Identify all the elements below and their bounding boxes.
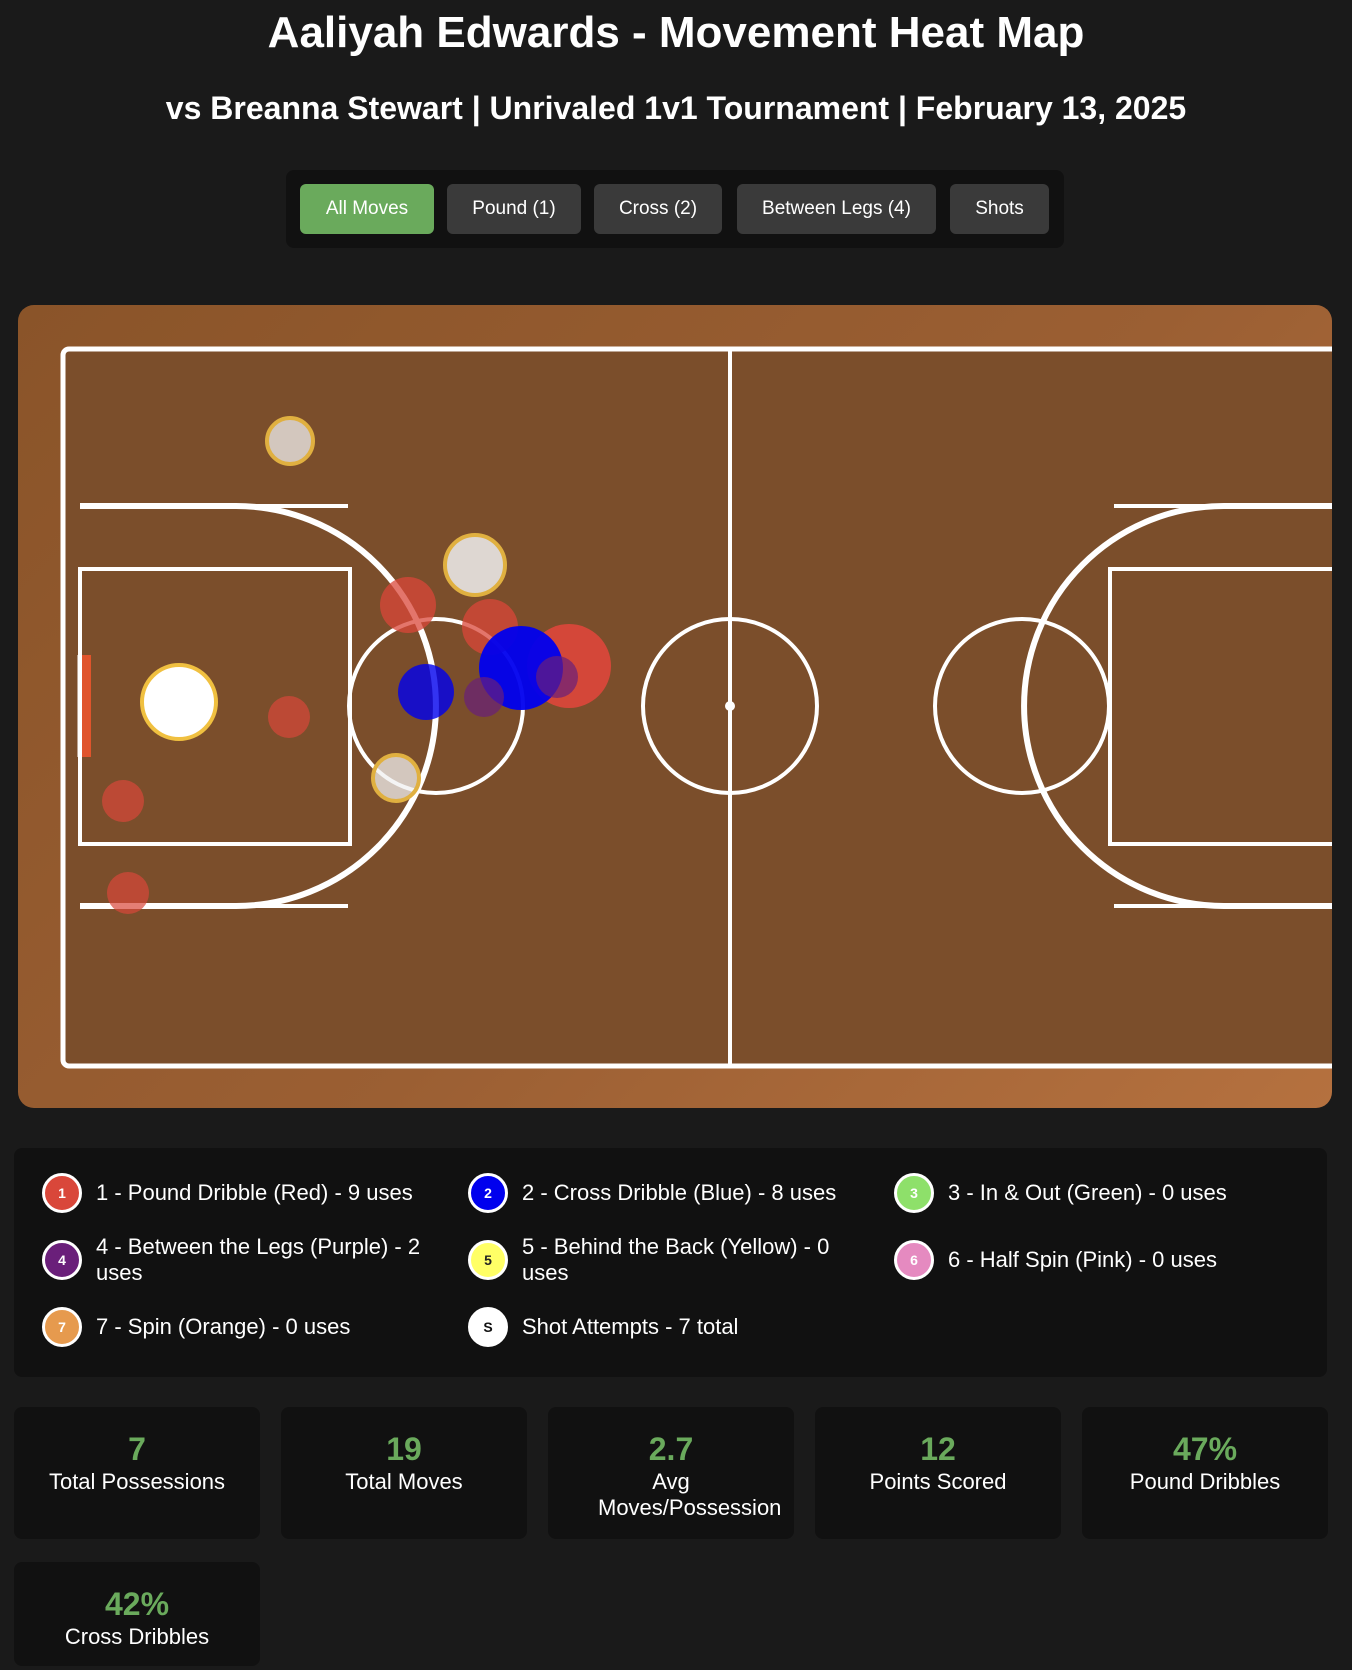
legend-label: 7 - Spin (Orange) - 0 uses <box>96 1314 351 1339</box>
pound-dribble-marker[interactable] <box>268 696 310 738</box>
between-legs-swatch-icon: 4 <box>42 1240 82 1280</box>
legend: 1 1 - Pound Dribble (Red) - 9 uses 2 2 -… <box>14 1148 1327 1377</box>
pound-swatch-icon: 1 <box>42 1173 82 1213</box>
filter-pound-button[interactable]: Pound (1) <box>447 184 581 234</box>
stat-label: Total Possessions <box>48 1469 226 1494</box>
legend-item-behind-back: 5 5 - Behind the Back (Yellow) - 0 uses <box>440 1234 840 1285</box>
half-spin-swatch-icon: 6 <box>894 1240 934 1280</box>
legend-item-half-spin: 6 6 - Half Spin (Pink) - 0 uses <box>866 1235 1266 1285</box>
stat-label: Cross Dribbles <box>64 1624 210 1649</box>
between-legs-marker[interactable] <box>536 656 578 698</box>
stat-total-possessions: 7 Total Possessions <box>14 1407 260 1539</box>
legend-item-in-out: 3 3 - In & Out (Green) - 0 uses <box>866 1168 1266 1218</box>
stat-label: Pound Dribbles <box>1129 1469 1281 1494</box>
stat-value: 7 <box>128 1431 146 1467</box>
stat-avg-moves: 2.7 Avg Moves/Possession <box>548 1407 794 1539</box>
spin-swatch-icon: 7 <box>42 1307 82 1347</box>
legend-label: 4 - Between the Legs (Purple) - 2 uses <box>96 1234 421 1285</box>
stat-pound-dribbles: 47% Pound Dribbles <box>1082 1407 1328 1539</box>
shot-attempt-marker[interactable] <box>371 753 421 803</box>
center-dot <box>725 701 735 711</box>
cross-swatch-icon: 2 <box>468 1173 508 1213</box>
filter-shots-button[interactable]: Shots <box>950 184 1049 234</box>
legend-label: 2 - Cross Dribble (Blue) - 8 uses <box>522 1180 837 1205</box>
legend-label: Shot Attempts - 7 total <box>522 1314 739 1339</box>
stat-label: Avg Moves/Possession <box>598 1469 782 1520</box>
legend-item-between-legs: 4 4 - Between the Legs (Purple) - 2 uses <box>14 1234 420 1285</box>
pound-dribble-marker[interactable] <box>380 577 436 633</box>
shot-swatch-icon: S <box>468 1307 508 1347</box>
stat-value: 47% <box>1172 1431 1238 1467</box>
page-subtitle: vs Breanna Stewart | Unrivaled 1v1 Tourn… <box>165 90 1187 126</box>
filter-all-moves-button[interactable]: All Moves <box>300 184 434 234</box>
shot-attempt-marker[interactable] <box>265 416 315 466</box>
stat-value: 19 <box>386 1431 422 1467</box>
stat-points-scored: 12 Points Scored <box>815 1407 1061 1539</box>
stat-label: Total Moves <box>345 1469 463 1494</box>
stat-value: 42% <box>104 1586 170 1622</box>
page-title: Aaliyah Edwards - Movement Heat Map <box>267 8 1085 57</box>
filter-bar: All Moves Pound (1) Cross (2) Between Le… <box>286 170 1064 248</box>
legend-item-cross: 2 2 - Cross Dribble (Blue) - 8 uses <box>440 1168 840 1218</box>
right-three-point-arc <box>1021 503 1332 909</box>
filter-cross-button[interactable]: Cross (2) <box>594 184 722 234</box>
in-out-swatch-icon: 3 <box>894 1173 934 1213</box>
legend-item-spin: 7 7 - Spin (Orange) - 0 uses <box>14 1302 414 1352</box>
shot-attempt-marker[interactable] <box>140 663 218 741</box>
basketball-court <box>60 346 1332 1069</box>
legend-label: 3 - In & Out (Green) - 0 uses <box>948 1180 1227 1205</box>
legend-label: 5 - Behind the Back (Yellow) - 0 uses <box>522 1234 830 1285</box>
stat-cross-dribbles: 42% Cross Dribbles <box>14 1562 260 1666</box>
stat-value: 12 <box>920 1431 956 1467</box>
center-circle <box>641 617 819 795</box>
right-free-throw-circle <box>933 617 1111 795</box>
legend-item-pound: 1 1 - Pound Dribble (Red) - 9 uses <box>14 1168 414 1218</box>
stat-label: Points Scored <box>869 1469 1007 1494</box>
behind-back-swatch-icon: 5 <box>468 1240 508 1280</box>
court-floor <box>60 346 1332 1069</box>
shot-attempt-marker[interactable] <box>443 533 507 597</box>
legend-label: 1 - Pound Dribble (Red) - 9 uses <box>96 1180 413 1205</box>
stat-total-moves: 19 Total Moves <box>281 1407 527 1539</box>
legend-label: 6 - Half Spin (Pink) - 0 uses <box>948 1247 1217 1272</box>
pound-dribble-marker[interactable] <box>102 780 144 822</box>
pound-dribble-marker[interactable] <box>107 872 149 914</box>
cross-dribble-marker[interactable] <box>398 664 454 720</box>
filter-between-legs-button[interactable]: Between Legs (4) <box>737 184 936 234</box>
between-legs-marker[interactable] <box>464 677 504 717</box>
legend-item-shots: S Shot Attempts - 7 total <box>440 1302 840 1352</box>
court-container <box>18 305 1332 1108</box>
stat-value: 2.7 <box>648 1431 694 1467</box>
